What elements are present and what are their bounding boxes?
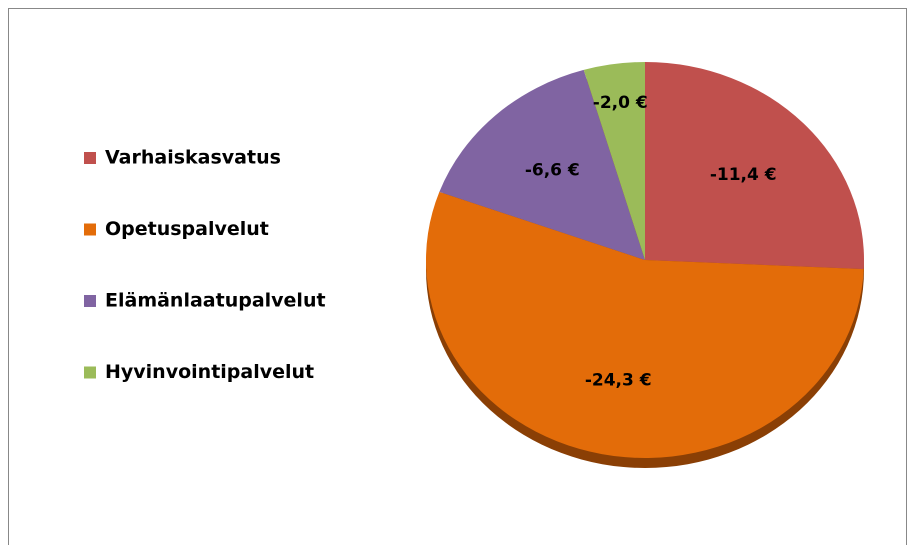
- data-label: -6,6 €: [525, 160, 580, 180]
- legend-swatch: [84, 152, 96, 164]
- pie-slice: [425, 191, 864, 458]
- legend-swatch: [84, 295, 96, 307]
- pie-slice: [583, 62, 645, 260]
- legend-label: Opetuspalvelut: [105, 218, 269, 240]
- legend-swatch: [84, 223, 96, 236]
- pie-slice: [439, 69, 645, 260]
- legend-label: Varhaiskasvatus: [105, 147, 281, 169]
- legend-swatch: [84, 366, 96, 379]
- legend-label: Elämänlaatupalvelut: [105, 290, 326, 312]
- data-label: -11,4 €: [710, 165, 777, 185]
- data-label: -2,0 €: [593, 93, 648, 113]
- legend-label: Hyvinvointipalvelut: [105, 361, 314, 383]
- pie-slice: [645, 62, 864, 270]
- data-label: -24,3 €: [585, 370, 652, 390]
